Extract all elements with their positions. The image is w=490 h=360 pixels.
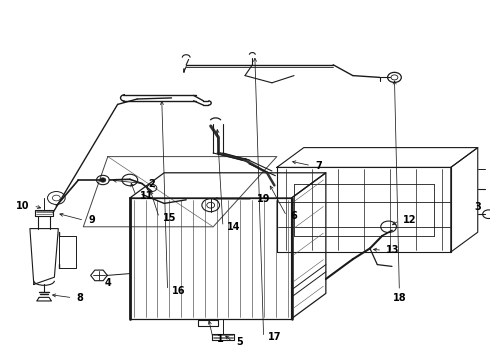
Text: 5: 5 xyxy=(237,337,244,347)
Text: 17: 17 xyxy=(268,332,281,342)
Text: 14: 14 xyxy=(227,222,241,232)
Text: 10: 10 xyxy=(16,201,29,211)
Text: 13: 13 xyxy=(386,245,400,255)
Text: 11: 11 xyxy=(140,191,154,201)
Text: 1: 1 xyxy=(217,334,224,344)
Text: 12: 12 xyxy=(403,215,417,225)
Text: 9: 9 xyxy=(88,215,95,225)
Text: 16: 16 xyxy=(172,285,185,296)
Text: 19: 19 xyxy=(257,194,270,204)
Text: 15: 15 xyxy=(163,213,177,223)
Text: 7: 7 xyxy=(315,161,322,171)
Circle shape xyxy=(100,178,106,182)
Text: 2: 2 xyxy=(148,179,155,189)
Text: 4: 4 xyxy=(104,278,111,288)
Text: 3: 3 xyxy=(474,202,481,212)
Text: 6: 6 xyxy=(291,211,297,221)
Text: 8: 8 xyxy=(76,293,83,303)
Text: 18: 18 xyxy=(392,293,406,303)
